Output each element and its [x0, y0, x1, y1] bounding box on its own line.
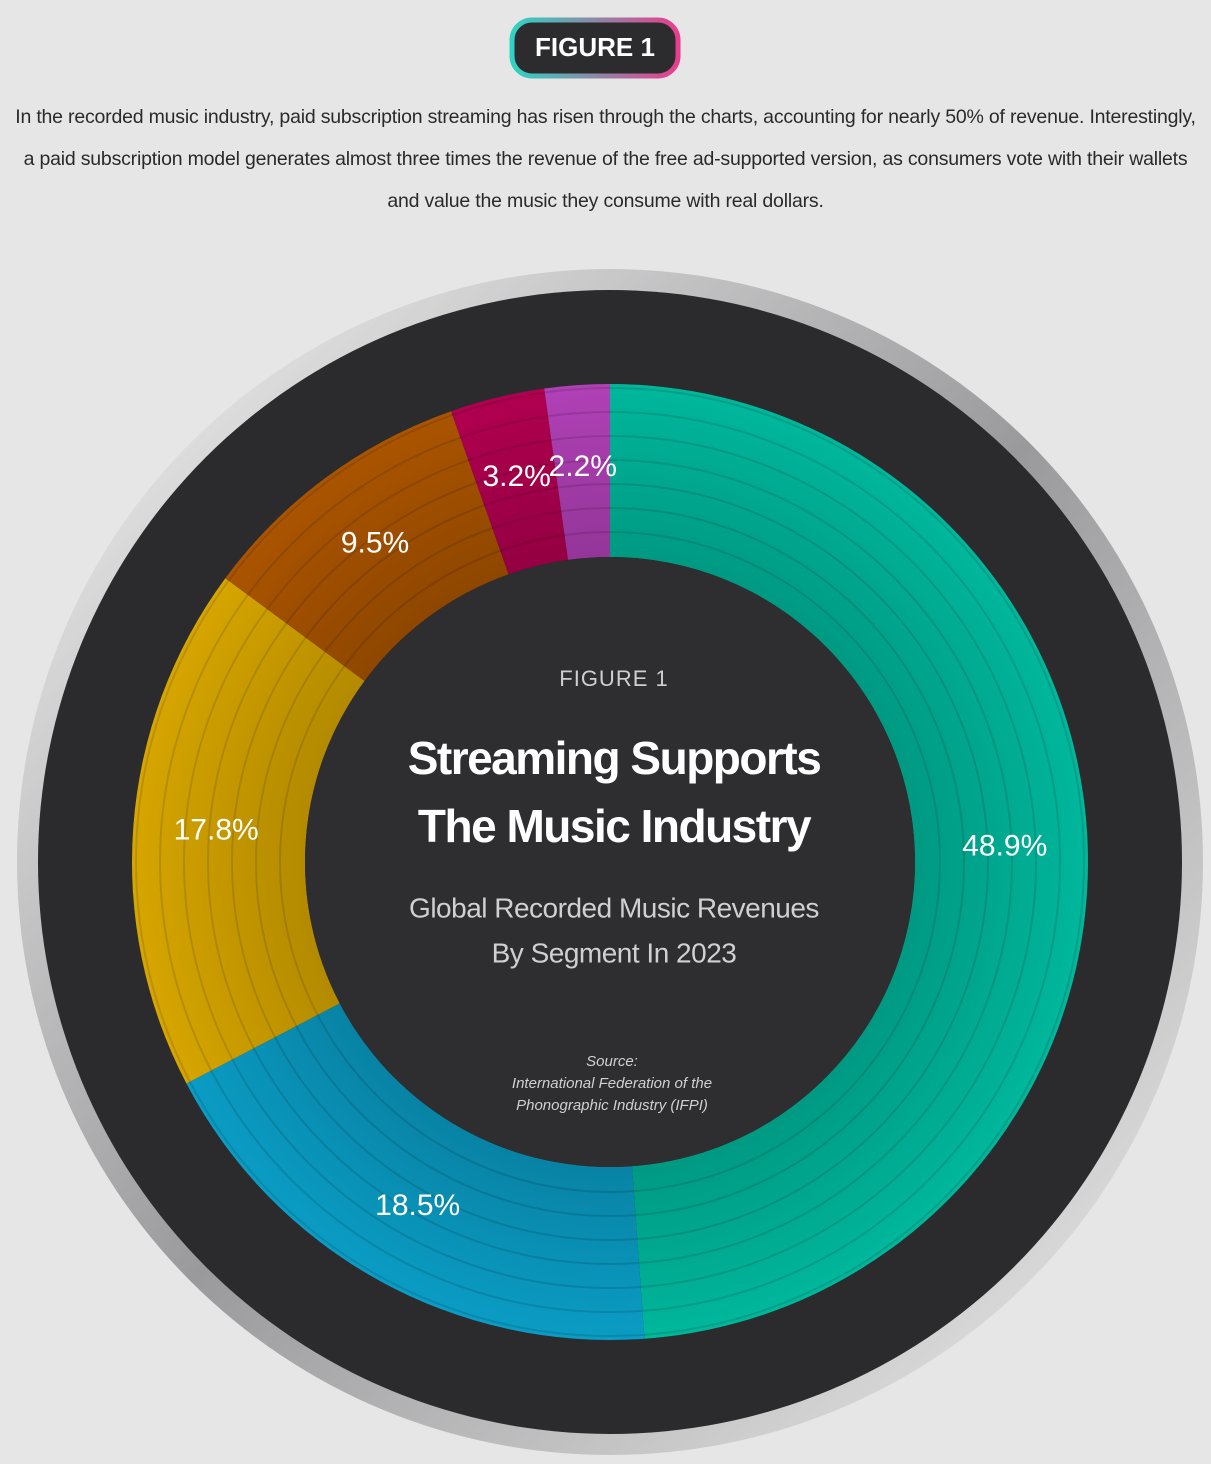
value-label: 48.9%	[962, 830, 1047, 863]
badge	[509, 17, 681, 79]
value-label: 2.2%	[549, 450, 617, 483]
badge-text: FIGURE 1	[535, 32, 655, 62]
groove	[231, 483, 989, 1241]
groove	[183, 435, 1037, 1289]
groove	[159, 411, 1061, 1313]
value-label: 18.5%	[375, 1189, 460, 1222]
groove	[279, 531, 941, 1193]
description: In the recorded music industry, paid sub…	[15, 106, 1196, 212]
chart-subtitle: By Segment In 2023	[492, 937, 737, 968]
center-label-area	[305, 557, 915, 1167]
value-label: 3.2%	[482, 460, 550, 493]
source: Phonographic Industry (IFPI)	[516, 1097, 708, 1114]
source: Source:	[586, 1053, 638, 1070]
value-label: 17.8%	[174, 814, 259, 847]
groove	[255, 507, 965, 1217]
source: International Federation of the	[512, 1075, 712, 1092]
figure-label: FIGURE 1	[559, 666, 668, 691]
groove	[207, 459, 1013, 1265]
donut: 48.9% 18.5% 17.8% 9.5% 3.2%2.2% FIGURE 1 Strea…	[17, 269, 1203, 1455]
chart-title: Streaming Supports	[408, 732, 821, 784]
chart-subtitle: Global Recorded Music Revenues	[409, 892, 819, 923]
chart-title: The Music Industry	[418, 800, 812, 852]
groove	[135, 387, 1085, 1337]
value-label: 9.5%	[341, 526, 409, 559]
